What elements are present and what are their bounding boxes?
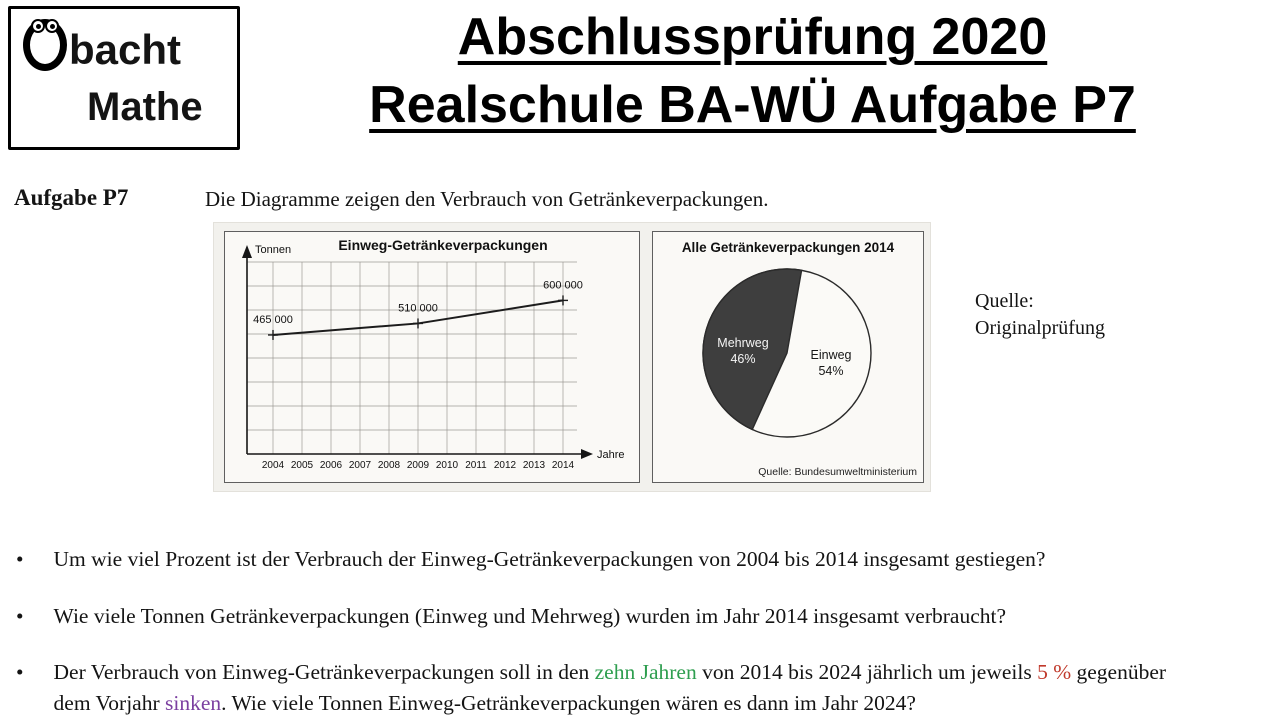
pie-pct-mehrweg: 46%: [730, 352, 755, 366]
y-axis-arrow-icon: [242, 245, 252, 258]
logo-o-eyes-icon: [23, 19, 67, 71]
year-tick-label: 2012: [494, 460, 517, 471]
text-segment: Um wie viel Prozent ist der Verbrauch de…: [53, 547, 1046, 571]
year-tick-label: 2004: [262, 460, 285, 471]
question-text-1: Um wie viel Prozent ist der Verbrauch de…: [54, 544, 1046, 575]
pie-label-einweg: Einweg: [811, 348, 852, 362]
x-axis-label: Jahre: [597, 449, 625, 461]
year-tick-label: 2013: [523, 460, 546, 471]
eye-icon: [45, 19, 59, 33]
bullet-dot: •: [16, 603, 24, 628]
year-tick-label: 2011: [465, 460, 487, 471]
year-tick-label: 2010: [436, 460, 459, 471]
text-segment: . Wie viele Tonnen Einweg-Getränkeverpac…: [221, 690, 916, 715]
year-tick-label: 2007: [349, 460, 372, 471]
pie-chart-title: Alle Getränkeverpackungen 2014: [681, 240, 895, 255]
bullet-dot: •: [16, 547, 24, 571]
text-segment: Der Verbrauch von Einweg-Getränkeverpack…: [53, 660, 595, 685]
logo: bacht Mathe: [8, 6, 240, 150]
line-chart-title: Einweg-Getränkeverpackungen: [338, 237, 547, 253]
year-tick-label: 2014: [552, 460, 575, 471]
year-tick-label: 2008: [378, 460, 401, 471]
chart-year-ticks: 2004 2005 2006 2007 2008 2009 2010 2011 2012 2013…: [262, 460, 575, 471]
point-value-label: 465 000: [253, 314, 293, 326]
text-segment: gegenüber dem Vorjahr: [53, 660, 1167, 715]
pie-label-mehrweg: Mehrweg: [717, 336, 768, 350]
source-note-line-2: Originalprüfung: [975, 317, 1105, 339]
text-segment: zehn Jahren: [594, 660, 697, 685]
year-tick-label: 2005: [291, 460, 314, 471]
question-item-2: • Wie viele Tonnen Getränkeverpackungen …: [16, 601, 1266, 632]
y-axis-label: Tonnen: [255, 244, 291, 256]
question-text-2: Wie viele Tonnen Getränkeverpackungen (E…: [54, 601, 1006, 632]
source-note: Quelle: Originalprüfung: [975, 288, 1105, 342]
logo-word-obacht: bacht: [69, 26, 182, 73]
chart-grid: [247, 261, 577, 454]
question-item-3: • Der Verbrauch von Einweg-Getränkeverpa…: [16, 657, 1266, 718]
task-label: Aufgabe P7: [14, 185, 129, 210]
eyes-icon: [31, 19, 59, 33]
question-text-3: Der Verbrauch von Einweg-Getränkeverpack…: [54, 657, 1179, 718]
text-segment: sinken: [165, 690, 222, 715]
point-value-label: 600 000: [543, 279, 583, 291]
title-line-1: Abschlussprüfung 2020: [457, 8, 1048, 66]
pie-source: Quelle: Bundesumweltministerium: [758, 466, 917, 478]
year-tick-label: 2006: [320, 460, 343, 471]
page-title: Abschlussprüfung 2020 Realschule BA-WÜ A…: [250, 4, 1255, 139]
chart-data-series: 465 000 510 000 600 000: [253, 279, 583, 340]
year-tick-label: 2009: [407, 460, 430, 471]
task-description: Die Diagramme zeigen den Verbrauch von G…: [205, 187, 769, 211]
text-segment: 5 %: [1037, 660, 1072, 685]
eye-icon: [31, 19, 45, 33]
text-segment: von 2014 bis 2024 jährlich um jeweils: [696, 660, 1038, 685]
question-item-1: • Um wie viel Prozent ist der Verbrauch …: [16, 544, 1266, 575]
bullet-dot: •: [16, 660, 24, 685]
question-list: • Um wie viel Prozent ist der Verbrauch …: [16, 544, 1266, 720]
line-chart: 465 000 510 000 600 000 2004 2005 2006 2007 20…: [224, 231, 640, 483]
logo-line-1: bacht: [23, 19, 181, 71]
chart-axes: [242, 245, 593, 459]
exam-figure: 465 000 510 000 600 000 2004 2005 2006 2007 20…: [213, 222, 931, 492]
pie-pct-einweg: 54%: [818, 364, 843, 378]
text-segment: Wie viele Tonnen Getränkeverpackungen (E…: [53, 603, 1006, 628]
pie-slice-mehrweg: [702, 268, 803, 431]
source-note-line-1: Quelle:: [975, 290, 1034, 312]
point-value-label: 510 000: [398, 302, 438, 314]
title-line-2: Realschule BA-WÜ Aufgabe P7: [369, 75, 1136, 134]
pie-chart: Alle Getränkeverpackungen 2014 Mehrweg 4…: [652, 231, 924, 483]
x-axis-arrow-icon: [581, 449, 593, 459]
pie-chart-svg: Mehrweg 46% Einweg 54%: [702, 268, 872, 438]
logo-word-mathe: Mathe: [87, 85, 203, 129]
